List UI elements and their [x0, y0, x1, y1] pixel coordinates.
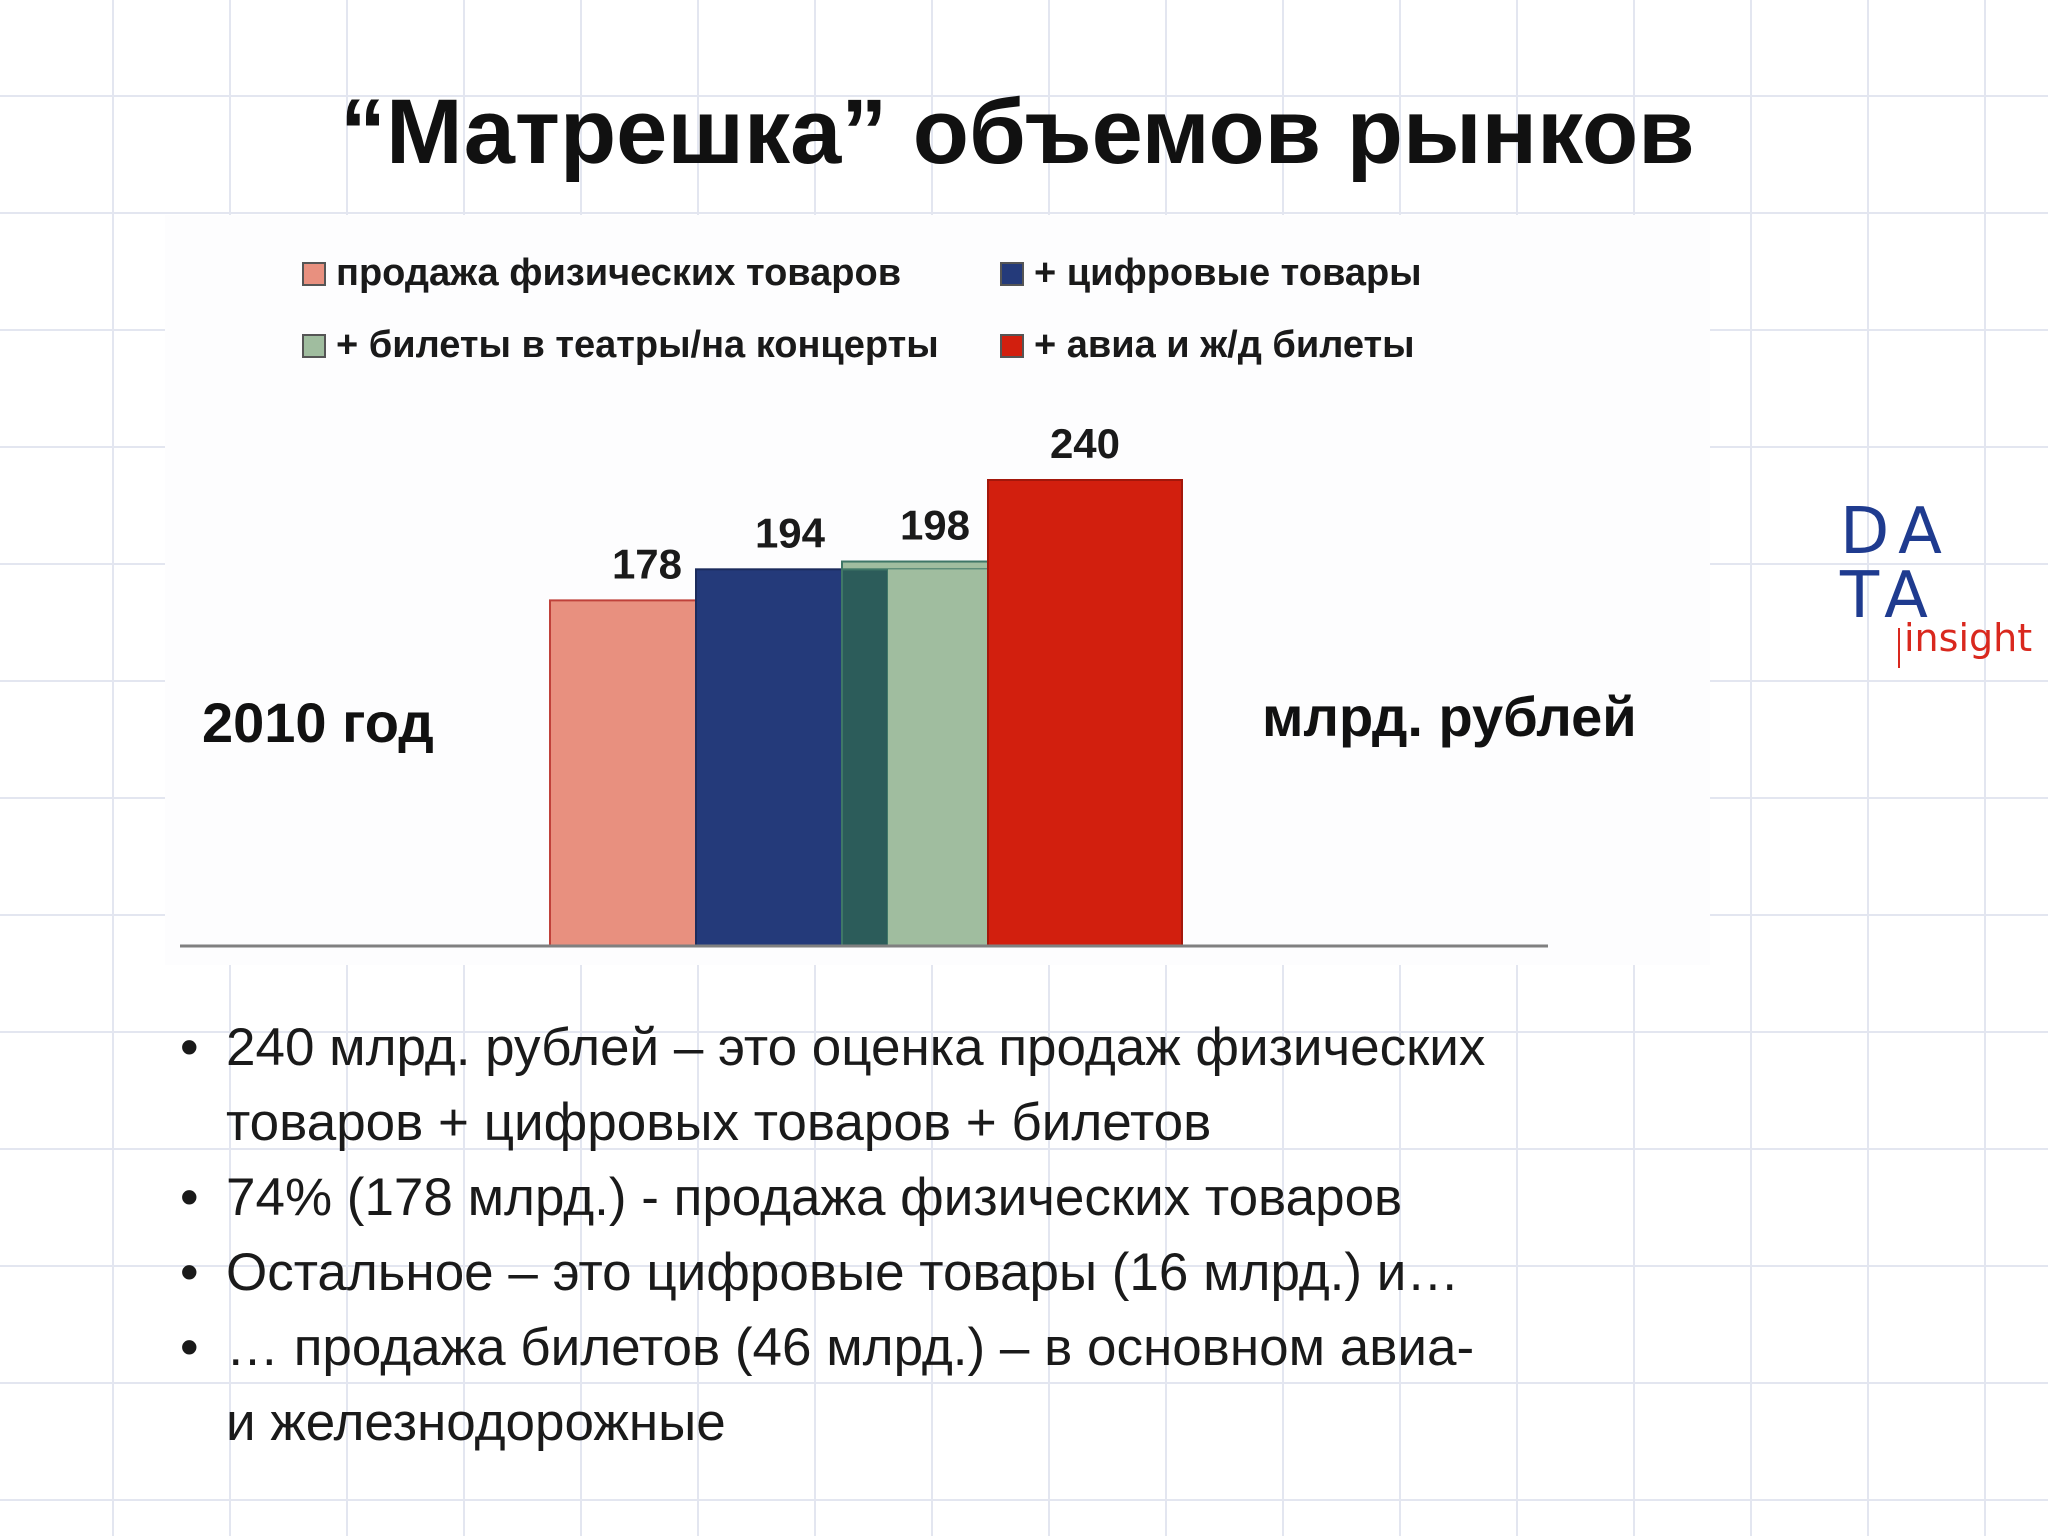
bullet-text-line: товаров + цифровых товаров + билетов — [226, 1093, 1212, 1152]
legend-swatch-digital — [1000, 261, 1024, 286]
legend-item-transport: + авиа и ж/д билеты — [1000, 324, 1415, 367]
legend-item-physical: продажа физических товаров — [302, 252, 901, 295]
bullet-item: • 74% (178 млрд.) - продажа физических то… — [170, 1160, 1630, 1235]
legend-label-tickets: + билеты в театры/на концерты — [336, 324, 939, 366]
bullet-item: • … продажа билетов (46 млрд.) – в основн… — [170, 1310, 1630, 1460]
legend-swatch-tickets — [302, 333, 326, 358]
bullet-text-line: Остальное – это цифровые товары (16 млрд… — [226, 1243, 1460, 1302]
legend-item-digital: + цифровые товары — [1000, 252, 1422, 295]
data-label-3: 198 — [900, 502, 970, 549]
bullet-text-line: и железнодорожные — [226, 1393, 726, 1452]
bullet-text-line: … продажа билетов (46 млрд.) – в основно… — [226, 1318, 1475, 1377]
legend-label-physical: продажа физических товаров — [336, 252, 902, 294]
legend-label-transport: + авиа и ж/д билеты — [1034, 324, 1415, 366]
data-label-4: 240 — [1050, 420, 1120, 467]
legend-label-digital: + цифровые товары — [1034, 252, 1422, 294]
bullet-dot: • — [180, 1168, 199, 1227]
data-label-2: 194 — [755, 509, 826, 556]
bullet-item: • 240 млрд. рублей – это оценка продаж фи… — [170, 1010, 1630, 1160]
bullet-dot: • — [180, 1243, 199, 1302]
logo-divider — [1898, 628, 1900, 668]
year-label: 2010 год — [202, 691, 434, 754]
bar-tickets-top — [841, 560, 989, 571]
legend-swatch-transport — [1000, 333, 1024, 358]
bullet-dot: • — [180, 1318, 199, 1377]
bullet-item: • Остальное – это цифровые товары (16 млр… — [170, 1235, 1630, 1310]
bullet-dot: • — [180, 1018, 199, 1077]
bar-tickets-lower — [888, 569, 988, 946]
legend-swatch-physical — [302, 261, 326, 286]
data-insight-logo: DA TA insight — [1840, 500, 2040, 670]
bar-overlap-digital-tickets — [841, 568, 889, 947]
bullet-text-line: 74% (178 млрд.) - продажа физических тов… — [226, 1168, 1403, 1227]
logo-text-insight: insight — [1904, 616, 2033, 660]
bullet-list: • 240 млрд. рублей – это оценка продаж фи… — [170, 1010, 1630, 1460]
legend-item-tickets: + билеты в театры/на концерты — [302, 324, 939, 367]
bar-physical — [549, 599, 697, 948]
data-label-1: 178 — [612, 540, 682, 587]
slide-title: “Матрешка” объемов рынков — [340, 81, 1695, 183]
bullet-text-line: 240 млрд. рублей – это оценка продаж физ… — [226, 1018, 1486, 1077]
bar-transport — [987, 479, 1183, 947]
logo-text-ta: TA — [1840, 559, 1938, 633]
logo-text-da: DA — [1840, 495, 1952, 569]
unit-label: млрд. рублей — [1262, 685, 1637, 748]
